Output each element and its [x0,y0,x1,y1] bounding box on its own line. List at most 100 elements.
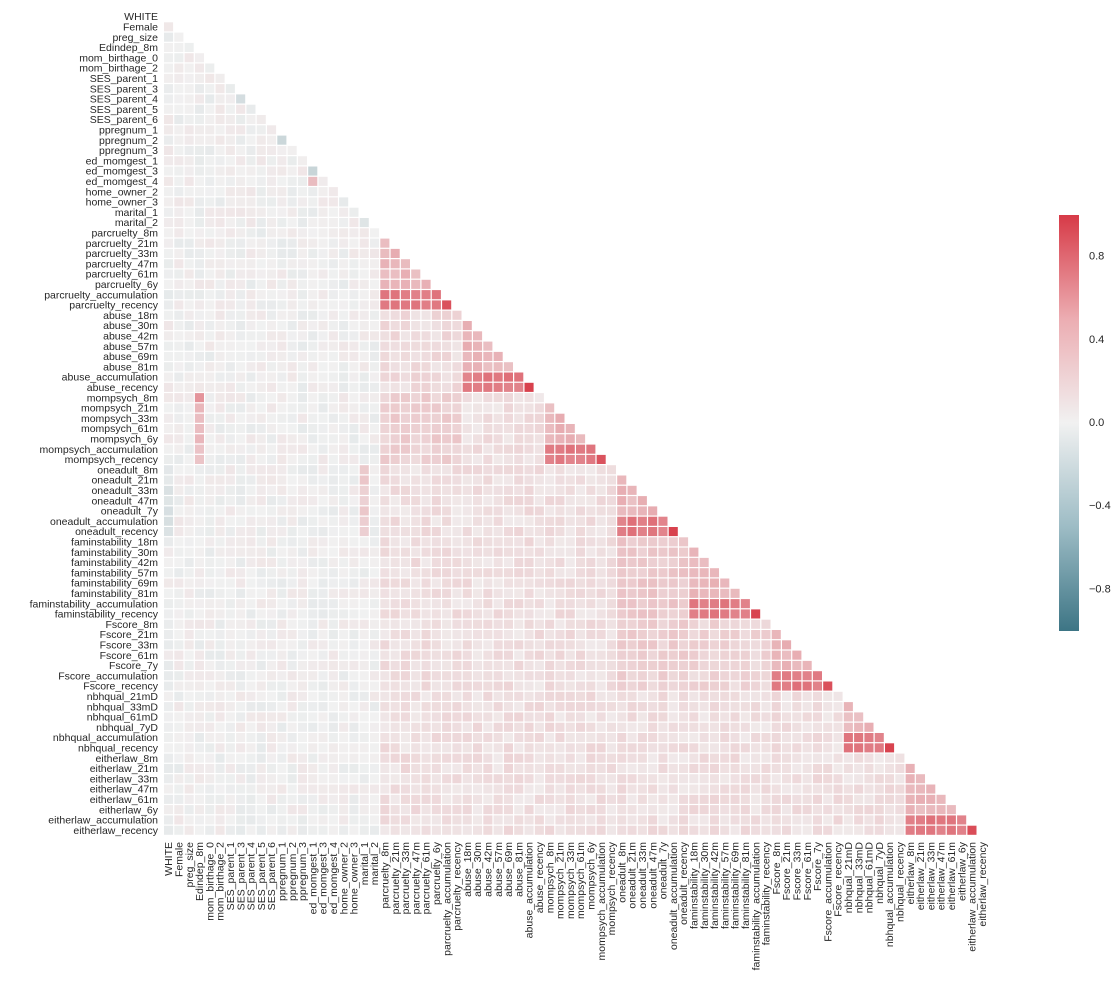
heatmap-cell [864,753,874,763]
heatmap-cell [483,547,493,557]
heatmap-cell [174,557,184,567]
heatmap-cell [164,331,174,341]
heatmap-cell [576,681,586,691]
heatmap-cell [936,805,946,815]
heatmap-cell [349,825,359,835]
heatmap-cell [483,403,493,413]
heatmap-cell [236,218,246,228]
heatmap-cell [164,145,174,155]
heatmap-cell [215,578,225,588]
heatmap-cell [174,475,184,485]
heatmap-cell [359,599,369,609]
heatmap-cell [174,496,184,506]
heatmap-cell [328,197,338,207]
heatmap-cell [400,424,410,434]
heatmap-cell [236,351,246,361]
heatmap-cell [462,650,472,660]
heatmap-cell [215,650,225,660]
heatmap-cell [637,671,647,681]
heatmap-cell [514,650,524,660]
heatmap-cell [400,475,410,485]
heatmap-cell [246,444,256,454]
heatmap-cell [287,691,297,701]
y-tick-label: nbhqual_recency [78,742,159,754]
heatmap-cell [874,753,884,763]
heatmap-cell [297,650,307,660]
heatmap-cell [709,805,719,815]
heatmap-cell [648,660,658,670]
heatmap-cell [400,599,410,609]
heatmap-cell [606,609,616,619]
heatmap-cell [545,815,555,825]
heatmap-cell [287,351,297,361]
heatmap-cell [328,712,338,722]
heatmap-cell [524,712,534,722]
heatmap-cell [359,815,369,825]
heatmap-cell [328,207,338,217]
heatmap-cell [452,362,462,372]
heatmap-cell [452,578,462,588]
heatmap-cell [668,733,678,743]
heatmap-cell [205,84,215,94]
heatmap-cell [648,774,658,784]
heatmap-cell [215,125,225,135]
heatmap-cell [359,712,369,722]
heatmap-cell [328,485,338,495]
heatmap-cell [442,516,452,526]
heatmap-cell [339,290,349,300]
heatmap-cell [874,784,884,794]
heatmap-cell [751,619,761,629]
heatmap-cell [256,382,266,392]
heatmap-cell [565,475,575,485]
heatmap-cell [792,722,802,732]
heatmap-cell [699,578,709,588]
heatmap-cell [586,671,596,681]
heatmap-cell [318,372,328,382]
heatmap-cell [297,805,307,815]
colorbar-tick-label: 0.8 [1089,251,1104,263]
heatmap-cell [596,475,606,485]
heatmap-cell [421,434,431,444]
heatmap-cell [215,516,225,526]
heatmap-cell [730,763,740,773]
heatmap-cell [431,547,441,557]
heatmap-cell [534,671,544,681]
heatmap-cell [225,84,235,94]
heatmap-cell [174,310,184,320]
heatmap-cell [679,640,689,650]
heatmap-cell [380,403,390,413]
heatmap-cell [215,351,225,361]
heatmap-cell [277,784,287,794]
heatmap-cell [308,290,318,300]
heatmap-cell [308,166,318,176]
x-tick-label: eitherlaw_8m [905,842,917,905]
heatmap-cell [565,547,575,557]
heatmap-cell [421,300,431,310]
heatmap-cell [328,506,338,516]
heatmap-cell [411,496,421,506]
heatmap-cell [483,599,493,609]
heatmap-cell [359,805,369,815]
heatmap-cell [545,650,555,660]
heatmap-cell [164,784,174,794]
y-tick-label: SES_parent_1 [90,73,158,85]
heatmap-cell [606,702,616,712]
y-tick-label: faminstability_recency [55,609,159,621]
y-tick-label: oneadult_recency [75,526,159,538]
heatmap-cell [627,794,637,804]
heatmap-cell [421,753,431,763]
heatmap-cell [297,403,307,413]
heatmap-cell [606,588,616,598]
heatmap-cell [431,691,441,701]
heatmap-cell [586,691,596,701]
heatmap-cell [720,640,730,650]
heatmap-cell [699,588,709,598]
heatmap-cell [565,609,575,619]
heatmap-cell [215,702,225,712]
heatmap-cell [339,197,349,207]
heatmap-cell [308,774,318,784]
heatmap-cell [318,310,328,320]
heatmap-cell [503,630,513,640]
heatmap-cell [194,125,204,135]
heatmap-cell [442,444,452,454]
